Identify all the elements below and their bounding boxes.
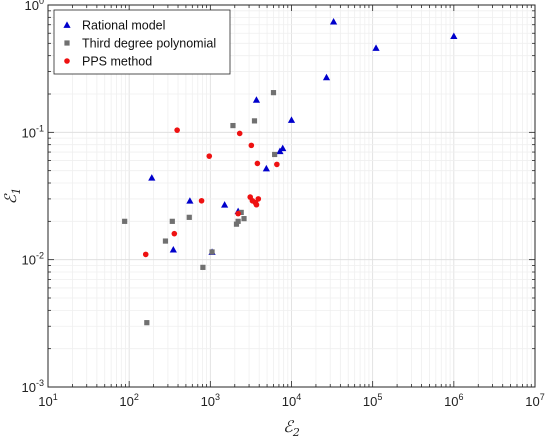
rational-model-point	[252, 96, 261, 103]
third-degree-polynomial-point	[238, 209, 244, 216]
data-points	[122, 18, 458, 326]
y-axis-label: ℰ1	[1, 188, 23, 205]
rational-model-point	[329, 18, 338, 25]
y-tick-label: 10-3	[22, 378, 44, 395]
rational-model-point	[279, 144, 287, 152]
rational-model-point	[450, 32, 458, 39]
legend-marker-rational-model	[63, 21, 71, 28]
third-degree-polynomial-point	[162, 238, 169, 244]
x-tick-label: 106	[444, 392, 463, 409]
third-degree-polynomial-point	[186, 214, 192, 220]
third-degree-polynomial-point	[233, 221, 240, 227]
pps-method-point	[171, 230, 178, 237]
rational-model-point	[287, 116, 296, 123]
y-tick-label: 10-1	[22, 123, 44, 140]
x-tick-label: 102	[119, 392, 138, 409]
legend-label-pps-method: PPS method	[82, 55, 152, 69]
third-degree-polynomial-point	[272, 151, 278, 158]
rational-model-point	[148, 174, 156, 181]
pps-method-point	[235, 210, 241, 217]
y-tick-label: 100	[25, 0, 44, 13]
x-tick-label: 104	[282, 392, 301, 409]
legend-marker-third-degree-polynomial	[64, 40, 70, 46]
x-tick-label: 101	[38, 392, 57, 409]
rational-model-point	[322, 73, 331, 81]
pps-method-point	[174, 127, 180, 133]
third-degree-polynomial-point	[200, 264, 206, 270]
axis-ticks	[47, 4, 536, 388]
pps-method-point	[254, 160, 261, 167]
third-degree-polynomial-point	[209, 249, 215, 255]
third-degree-polynomial-point	[270, 90, 277, 96]
pps-method-point	[255, 196, 262, 202]
legend-entries: Rational model Third degree polynomial PPS…	[63, 19, 216, 69]
pps-method-point	[274, 161, 280, 168]
legend-box	[53, 9, 231, 75]
x-tick-label: 107	[525, 392, 544, 409]
pps-method-point	[198, 197, 205, 204]
pps-method-point	[253, 201, 260, 208]
legend-label-third-degree-polynomial: Third degree polynomial	[82, 37, 216, 51]
y-tick-label: 10-2	[22, 251, 44, 268]
x-tick-label: 103	[201, 392, 220, 409]
legend-label-rational-model: Rational model	[82, 19, 165, 33]
third-degree-polynomial-point	[169, 218, 175, 224]
tick-labels: 101 102 103 104 105 106 107 10-3 10-2 10-1 100	[22, 0, 545, 409]
rational-model-point	[262, 164, 270, 172]
third-degree-polynomial-point	[144, 320, 150, 326]
pps-method-point	[206, 153, 213, 159]
third-degree-polynomial-point	[230, 122, 236, 129]
third-degree-polynomial-point	[241, 216, 247, 222]
rational-model-point	[186, 197, 194, 204]
rational-model-point	[169, 245, 177, 253]
third-degree-polynomial-point	[251, 118, 258, 124]
x-tick-label: 105	[363, 392, 382, 409]
pps-method-point	[142, 251, 149, 258]
rational-model-point	[221, 201, 229, 208]
legend-marker-pps-method	[64, 58, 70, 64]
pps-method-point	[248, 142, 255, 149]
rational-model-point	[372, 44, 380, 51]
third-degree-polynomial-point	[122, 218, 128, 224]
x-axis-label: ℰ2	[283, 417, 300, 438]
legend: Rational model Third degree polynomial PPS…	[53, 9, 231, 75]
pps-method-point	[236, 130, 243, 137]
third-degree-polynomial-point	[235, 218, 241, 224]
